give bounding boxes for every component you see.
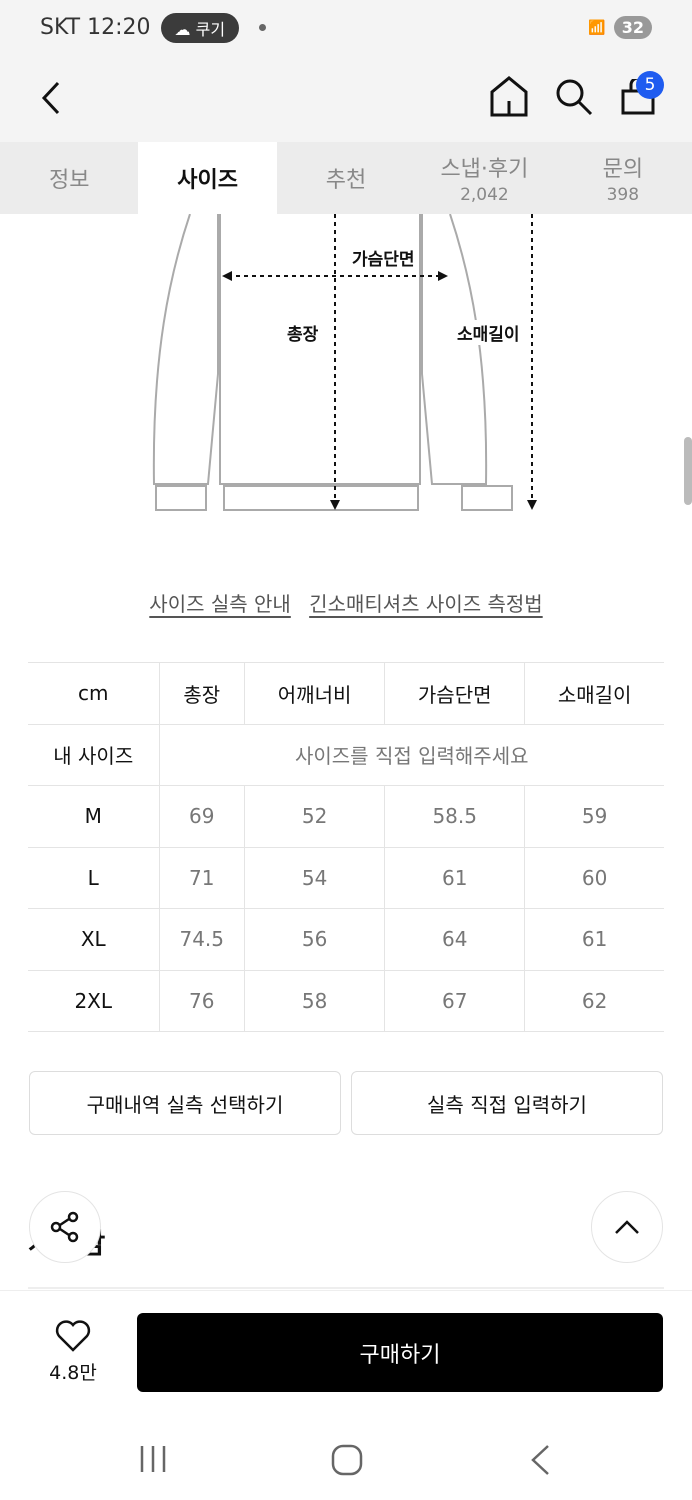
cell: 67 [384, 969, 526, 1032]
like-count: 4.8만 [49, 1362, 97, 1384]
tab-info[interactable]: 정보 [0, 142, 138, 214]
table-row: XL 74.5 56 64 61 [28, 908, 664, 971]
cell: 59 [524, 785, 664, 848]
tab-label: 스냅·후기 [440, 157, 529, 182]
buy-button[interactable]: 구매하기 [137, 1313, 663, 1392]
like-button[interactable]: 4.8만 [38, 1319, 108, 1385]
tab-count: 2,042 [460, 185, 509, 205]
tab-label: 추천 [325, 168, 367, 193]
tab-label: 정보 [48, 168, 90, 193]
cell: XL [28, 908, 160, 971]
cell: 62 [524, 969, 664, 1032]
my-size-row: 내 사이즈 사이즈를 직접 입력해주세요 [28, 723, 664, 786]
my-size-label: 내 사이즈 [28, 723, 160, 786]
tab-inquiry[interactable]: 문의 398 [554, 142, 692, 214]
tab-count: 398 [606, 185, 640, 205]
cell: 58.5 [384, 785, 526, 848]
header-cell: 소매길이 [524, 662, 664, 725]
clock: 12:20 [87, 15, 151, 40]
header-cell: 가슴단면 [384, 662, 526, 725]
tab-bar: 정보 사이즈 추천 스냅·후기 2,042 문의 398 [0, 142, 692, 214]
divider [28, 1287, 664, 1289]
cell: 71 [158, 846, 246, 909]
tab-label: 문의 [602, 157, 644, 182]
cell: 56 [244, 908, 386, 971]
table-row: M 69 52 58.5 59 [28, 785, 664, 848]
search-icon[interactable] [554, 77, 594, 117]
size-diagram [152, 214, 537, 511]
status-bar: SKT 12:20 ☁ 쿠기 📶 32 [0, 0, 692, 55]
notification-pill: ☁ 쿠기 [160, 12, 240, 43]
pill-text: 쿠기 [195, 19, 226, 39]
cell: 58 [244, 969, 386, 1032]
app-bar: 5 [0, 55, 692, 142]
cell: 61 [524, 908, 664, 971]
heart-icon [55, 1320, 91, 1352]
wifi-icon: 📶 [588, 19, 606, 36]
cell: 52 [244, 785, 386, 848]
cell: 76 [158, 969, 246, 1032]
cart-badge: 5 [636, 71, 664, 99]
share-button[interactable] [29, 1191, 101, 1263]
chevron-up-icon [615, 1220, 639, 1234]
scrollbar[interactable] [684, 437, 692, 505]
length-label: 총장 [287, 325, 319, 345]
header-cell: 어깨너비 [244, 662, 386, 725]
purchase-history-size-button[interactable]: 구매내역 실측 선택하기 [29, 1071, 341, 1135]
table-row: L 71 54 61 60 [28, 846, 664, 909]
cell: 60 [524, 846, 664, 909]
cell: L [28, 846, 160, 909]
cell: 74.5 [158, 908, 246, 971]
table-header: cm 총장 어깨너비 가슴단면 소매길이 [28, 662, 664, 725]
header-cell: cm [28, 662, 160, 725]
cell: 2XL [28, 969, 160, 1032]
cell: 69 [158, 785, 246, 848]
share-icon [50, 1211, 79, 1243]
dot-icon [259, 24, 267, 31]
cell: 61 [384, 846, 526, 909]
back-nav-icon[interactable] [528, 1444, 552, 1476]
header-cell: 총장 [158, 662, 246, 725]
table-row: 2XL 76 58 67 62 [28, 969, 664, 1032]
home-nav-icon[interactable] [331, 1444, 363, 1476]
manual-size-input-button[interactable]: 실측 직접 입력하기 [351, 1071, 663, 1135]
my-size-input[interactable]: 사이즈를 직접 입력해주세요 [158, 723, 664, 786]
carrier: SKT [40, 15, 81, 40]
bottom-bar: 4.8만 구매하기 [0, 1290, 692, 1410]
tab-label: 사이즈 [177, 168, 238, 193]
cell: M [28, 785, 160, 848]
measure-method-link[interactable]: 긴소매티셔츠 사이즈 측정법 [309, 592, 543, 616]
sleeve-label: 소매길이 [457, 320, 520, 345]
cell: 54 [244, 846, 386, 909]
home-icon[interactable] [488, 75, 530, 117]
tab-reviews[interactable]: 스냅·후기 2,042 [415, 142, 553, 214]
scroll-top-button[interactable] [591, 1191, 663, 1263]
cell: 64 [384, 908, 526, 971]
system-nav-bar [0, 1410, 692, 1500]
recent-apps-icon[interactable] [138, 1444, 168, 1474]
battery: 32 [613, 16, 652, 39]
back-icon[interactable] [38, 80, 64, 116]
size-guide-link[interactable]: 사이즈 실측 안내 [149, 592, 291, 616]
tab-size[interactable]: 사이즈 [138, 142, 277, 214]
chest-label: 가슴단면 [352, 245, 415, 270]
tab-recommend[interactable]: 추천 [277, 142, 415, 214]
